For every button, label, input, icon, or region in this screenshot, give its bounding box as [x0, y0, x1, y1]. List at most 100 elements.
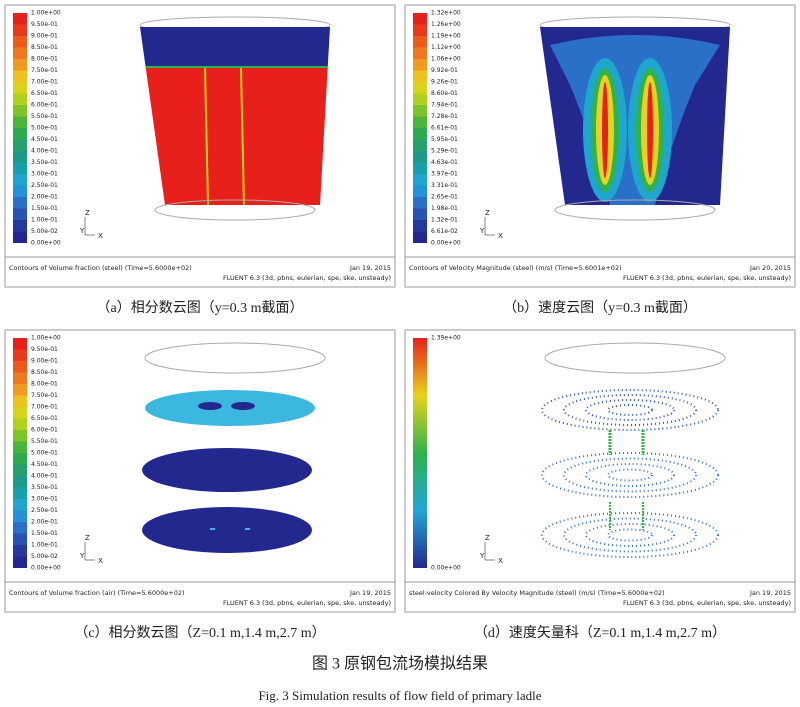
- colorbar-label: 1.06e+00: [431, 56, 461, 63]
- colorbar-label: 8.50e-01: [31, 369, 58, 376]
- velocity-vectors: [563, 394, 697, 426]
- velocity-vectors: [607, 468, 653, 482]
- colorbar-label: 1.32e+00: [431, 10, 461, 17]
- velocity-vectors: [541, 389, 719, 431]
- colorbar-label: 4.50e-01: [31, 136, 58, 143]
- colorbar-label: 5.00e-01: [31, 450, 58, 457]
- colorbar-swatch: [413, 151, 427, 163]
- colorbar-swatch: [413, 47, 427, 59]
- colorbar-label: 6.61e-02: [431, 228, 458, 235]
- steel-region: [145, 67, 328, 205]
- velocity-vectors: [607, 404, 653, 416]
- colorbar-label: 5.29e-01: [431, 148, 458, 155]
- colorbar-swatch: [13, 338, 27, 350]
- axis-label: Z: [485, 534, 490, 542]
- colorbar-swatch: [13, 476, 27, 488]
- slice-1-4: [142, 448, 312, 492]
- colorbar-swatch: [413, 70, 427, 82]
- axis-label: X: [98, 557, 103, 565]
- colorbar-swatch: [13, 533, 27, 545]
- gas-plume: [240, 67, 245, 206]
- colorbar-swatch: [413, 197, 427, 209]
- colorbar-swatch: [413, 162, 427, 174]
- colorbar-label: 9.92e-01: [431, 67, 458, 74]
- colorbar-swatch: [413, 185, 427, 197]
- colorbar-swatch: [13, 361, 27, 373]
- colorbar-label: 4.00e-01: [31, 148, 58, 155]
- colorbar-label: 7.28e-01: [431, 113, 458, 120]
- colorbar-label: 8.50e-01: [31, 44, 58, 51]
- colorbar-swatch: [13, 197, 27, 209]
- colorbar-swatch: [413, 82, 427, 94]
- colorbar-swatch: [13, 105, 27, 117]
- colorbar-swatch: [13, 116, 27, 128]
- footer-date: Jan 19, 2015: [749, 589, 791, 597]
- colorbar-swatch: [413, 220, 427, 232]
- colorbar-label: 5.00e-02: [31, 553, 58, 560]
- colorbar-label: 8.00e-01: [31, 56, 58, 63]
- panel-caption: （d）速度矢量科（Z=0.1 m,1.4 m,2.7 m）: [474, 625, 726, 641]
- axis-label: Z: [85, 534, 90, 542]
- colorbar-swatch: [413, 13, 427, 25]
- colorbar-swatch: [13, 220, 27, 232]
- colorbar-swatch: [413, 116, 427, 128]
- colorbar-label: 3.97e-01: [431, 171, 458, 178]
- colorbar-label: 1.00e-01: [31, 542, 58, 549]
- colorbar-label: 1.12e+00: [431, 44, 461, 51]
- panel-caption: （a）相分数云图（y=0.3 m截面）: [97, 300, 304, 316]
- colorbar-label: 1.98e-01: [431, 205, 458, 212]
- figure-title-en: Fig. 3 Simulation results of flow field …: [258, 688, 541, 703]
- velocity-vectors: [541, 512, 719, 558]
- axis-label: X: [498, 557, 503, 565]
- velocity-vectors: [541, 452, 719, 498]
- colorbar-label: 4.00e-01: [31, 473, 58, 480]
- figure-title-cn: 图 3 原钢包流场模拟结果: [312, 655, 488, 673]
- velocity-vectors: [563, 517, 697, 553]
- footer-description: steel-velocity Colored By Velocity Magni…: [409, 589, 665, 597]
- colorbar-label: 2.50e-01: [31, 182, 58, 189]
- colorbar-swatch: [13, 162, 27, 174]
- footer-solver: FLUENT 6.3 (3d, pbns, eulerian, spe, ske…: [223, 274, 391, 282]
- footer-date: Jan 20, 2015: [749, 264, 791, 272]
- velocity-vectors: [585, 523, 675, 547]
- colorbar-swatch: [13, 174, 27, 186]
- footer-date: Jan 19, 2015: [349, 589, 391, 597]
- footer-description: Contours of Volume fraction (steel) (Tim…: [9, 264, 192, 272]
- colorbar-label: 6.00e-01: [31, 427, 58, 434]
- colorbar-label: 3.00e-01: [31, 171, 58, 178]
- colorbar-label: 6.00e-01: [31, 102, 58, 109]
- colorbar-swatch: [13, 151, 27, 163]
- colorbar-label: 3.31e-01: [431, 182, 458, 189]
- colorbar-label: 0.00e+00: [31, 565, 61, 572]
- colorbar-label: 1.39e+00: [431, 335, 461, 342]
- colorbar-swatch: [13, 545, 27, 557]
- footer-description: Contours of Velocity Magnitude (steel) (…: [409, 264, 622, 272]
- velocity-vectors: [585, 463, 675, 487]
- colorbar-label: 9.00e-01: [31, 358, 58, 365]
- colorbar-swatch: [13, 418, 27, 430]
- velocity-plume: [602, 82, 608, 178]
- colorbar-swatch: [13, 349, 27, 361]
- colorbar-label: 7.50e-01: [31, 392, 58, 399]
- colorbar-label: 9.00e-01: [31, 33, 58, 40]
- gas-spot: [245, 528, 250, 530]
- colorbar-label: 3.50e-01: [31, 484, 58, 491]
- air-region: [140, 27, 330, 67]
- axis-label: Y: [479, 552, 485, 560]
- colorbar-label: 8.00e-01: [31, 381, 58, 388]
- colorbar-label: 5.95e-01: [431, 136, 458, 143]
- velocity-vectors: [585, 399, 675, 421]
- colorbar-label: 1.32e-01: [431, 217, 458, 224]
- colorbar-swatch: [413, 36, 427, 48]
- colorbar-swatch: [13, 47, 27, 59]
- colorbar-swatch: [413, 128, 427, 140]
- ladle-bottom: [554, 199, 716, 221]
- colorbar-swatch: [13, 36, 27, 48]
- colorbar-swatch: [13, 556, 27, 568]
- colorbar-label: 6.50e-01: [31, 415, 58, 422]
- velocity-vectors: [563, 457, 697, 493]
- colorbar-label: 2.50e-01: [31, 507, 58, 514]
- colorbar-swatch: [13, 13, 27, 25]
